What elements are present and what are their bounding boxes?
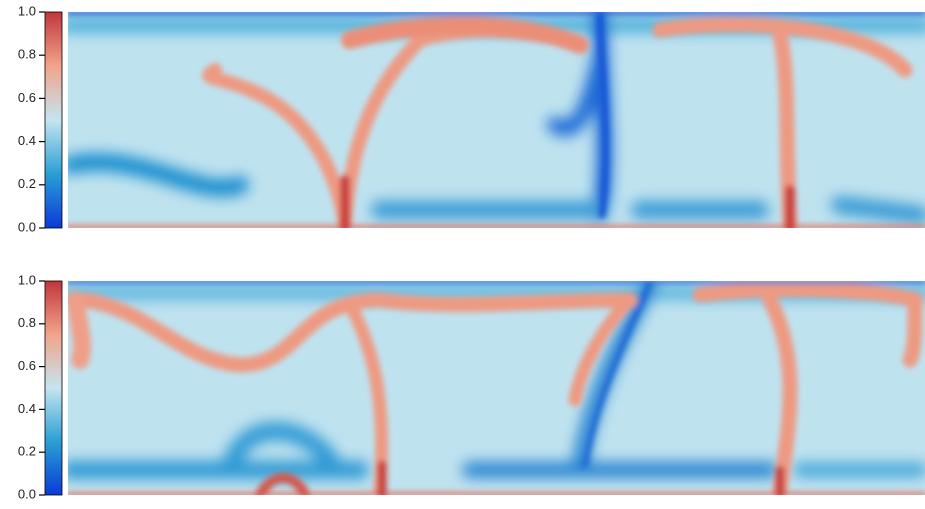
figure: 0.0 0.2 0.4 0.6 0.8 1.0 0.0 0.2 0.4 0.6 0.8 1.0: [0, 0, 925, 509]
colorbar-tick-label: 0.2: [18, 176, 36, 191]
colorbar-tick-label: 0.6: [18, 358, 36, 373]
colorbar-tick-label: 0.0: [18, 486, 36, 501]
colorbar-tick-label: 0.8: [18, 315, 36, 330]
colorbar: [45, 281, 62, 495]
field-bottom: [68, 281, 925, 495]
colorbar-tick-label: 0.6: [18, 90, 36, 105]
colorbar-tick-label: 0.2: [18, 444, 36, 459]
colorbar-tick-label: 0.0: [18, 219, 36, 234]
field-top: [68, 12, 925, 228]
colorbar: [45, 12, 62, 228]
colorbar-tick-label: 1.0: [18, 272, 36, 287]
colorbar-tick-label: 0.4: [18, 401, 36, 416]
colorbar-tick-label: 0.8: [18, 47, 36, 62]
colorbar-tick-label: 0.4: [18, 133, 36, 148]
colorbar-tick-label: 1.0: [18, 3, 36, 18]
